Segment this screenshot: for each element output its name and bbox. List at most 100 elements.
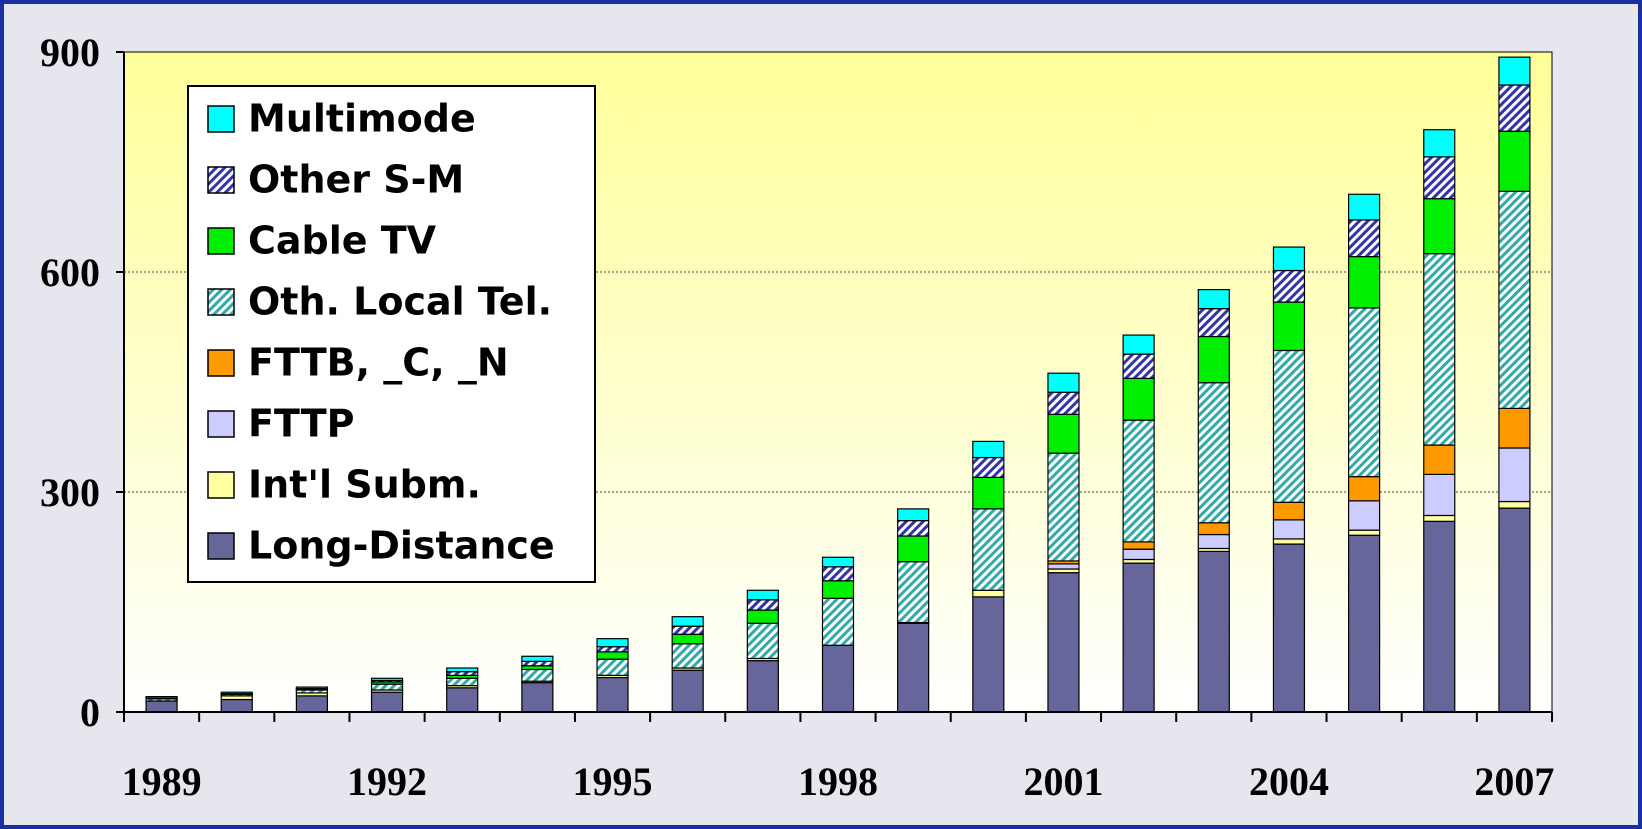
bar-segment [1498,507,1531,713]
bar-segment [1423,198,1456,255]
bar-segment [1197,533,1230,550]
legend-label: Other S-M [248,158,464,202]
bar-segment [1498,500,1531,509]
bar-segment [746,660,779,713]
y-tick-label: 600 [40,250,100,295]
bar-segment [1423,156,1456,200]
bar-segment [596,646,629,653]
x-tick-label: 1998 [798,759,878,804]
bar-segment [521,682,554,713]
bar-segment [295,686,328,690]
bar-segment [1272,246,1306,272]
bar-segment [1423,253,1456,446]
bar-segment [1348,256,1381,309]
bar-segment [1122,334,1155,355]
legend-label: Multimode [248,97,476,141]
bar-segment [671,625,704,635]
bar-segment [596,638,629,648]
bar-segment [897,508,930,522]
bar-segment [1272,538,1306,545]
bar-segment [972,456,1005,478]
bar-segment [1047,572,1080,713]
y-tick-label: 0 [80,690,100,735]
bar-segment [1197,335,1230,384]
bar-segment [370,691,404,713]
bar-segment [1498,447,1531,503]
y-tick-label: 900 [40,30,100,75]
bar-segment [1272,301,1306,352]
bar-segment [1122,419,1155,543]
legend-label: Cable TV [248,219,437,263]
bar-segment [1197,308,1230,338]
x-tick-label: 2004 [1249,759,1329,804]
bar-segment [1122,377,1155,421]
bar-segment [596,651,629,660]
bar-segment [821,566,855,582]
legend-swatch [207,471,235,499]
bar-segment [446,687,479,713]
legend-swatch [207,532,235,560]
plot-border [123,51,1553,713]
bar-segment [972,476,1005,510]
legend-label: Long-Distance [248,524,555,568]
bar-segment [1348,193,1381,221]
bar-segment [671,643,704,669]
bar-segment [596,658,629,676]
bar-segment [521,660,554,667]
bar-segment [897,561,930,624]
x-tick-label: 2001 [1023,759,1103,804]
legend-label: FTTP [248,402,355,446]
bar-segment [746,609,779,624]
bar-segment [1197,289,1230,310]
bar-segment [972,440,1005,459]
bar-segment [220,691,253,695]
bar-segment [1047,413,1080,454]
bar-segment [1423,129,1456,158]
bar-segment [1197,382,1230,524]
bar-segment [521,655,554,662]
bar-segment [446,667,479,673]
bar-segment [1498,130,1531,192]
y-tick-label: 300 [40,470,100,515]
bar-segment [821,597,855,646]
bar-segment [1348,500,1381,531]
legend-box [187,85,596,583]
bar-segment [1047,563,1080,570]
bar-segment [1122,353,1155,379]
bar-segment [671,616,704,627]
bar-segment [370,683,404,691]
bar-segment [1197,550,1230,713]
x-tick-label: 1995 [573,759,653,804]
bar-segment [897,535,930,563]
bar-segment [671,669,704,713]
bar-segment [521,668,554,682]
bar-segment [1047,372,1080,393]
bar-segment [220,698,253,713]
bar-segment [596,676,629,713]
bar-segment [145,695,178,699]
legend-swatch [207,349,235,377]
bar-segment [1122,541,1155,550]
bar-segment [1498,407,1531,449]
bar-segment [1498,84,1531,132]
bar-segment [145,700,178,713]
bar-segment [1272,543,1306,713]
bar-segment [1047,391,1080,415]
bar-segment [1423,473,1456,517]
bar-segment [972,596,1005,713]
legend-swatch [207,105,235,133]
x-tick-label: 2007 [1474,759,1554,804]
bar-segment [1348,307,1381,478]
bar-segment [1122,562,1155,713]
x-tick-label: 1992 [347,759,427,804]
bar-segment [972,589,1005,598]
bar-segment [1272,349,1306,503]
bar-segment [746,589,779,601]
bar-segment [746,622,779,660]
bar-segment [1423,520,1456,713]
legend-label: Oth. Local Tel. [248,280,552,324]
x-tick-label: 1989 [122,759,202,804]
bar-segment [1498,190,1531,409]
bar-segment [1122,548,1155,561]
